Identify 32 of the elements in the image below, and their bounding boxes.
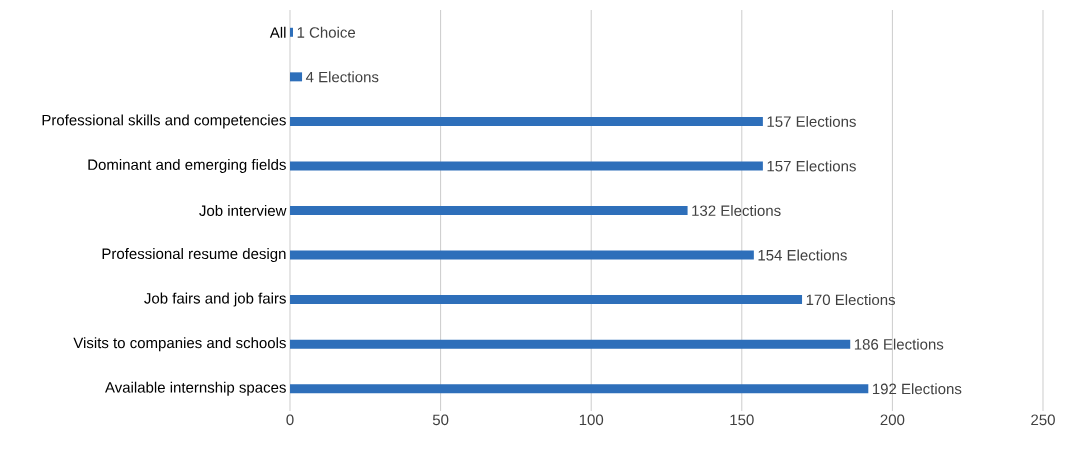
x-tick-label: 150 [730, 414, 754, 426]
bar [290, 206, 688, 215]
x-tick-label: 50 [432, 414, 449, 426]
y-tick-label: Visits to companies and schools [73, 337, 286, 352]
bar [290, 384, 869, 394]
y-tick-label: Job interview [199, 204, 287, 216]
data-label: 1 Choice [297, 26, 356, 38]
y-tick-label: Available internship spaces [105, 381, 286, 396]
bar [290, 161, 763, 171]
bar [290, 27, 294, 37]
data-label: 157 Elections [767, 115, 856, 127]
y-tick-label: Job fairs and job fairs [144, 292, 286, 307]
data-label: 157 Elections [767, 160, 856, 172]
bar [290, 250, 754, 260]
x-tick-label: 100 [579, 414, 604, 426]
y-tick-label: Professional resume design [102, 248, 286, 263]
bar [290, 339, 851, 349]
x-tick-label: 200 [880, 414, 905, 426]
data-label: 4 Elections [305, 71, 379, 83]
x-tick-label: 250 [1031, 414, 1055, 426]
data-label: 154 Elections [758, 249, 847, 261]
bar [290, 295, 803, 305]
y-tick-label: Professional skills and competencies [42, 114, 286, 129]
y-tick-label: All [269, 26, 286, 38]
bar [290, 72, 303, 82]
bar [290, 116, 763, 126]
data-label: 132 Elections [692, 204, 781, 216]
data-label: 186 Elections [854, 338, 944, 350]
y-tick-label: Dominant and emerging fields [88, 158, 286, 173]
x-tick-label: 0 [286, 414, 294, 426]
data-label: 192 Elections [872, 383, 962, 395]
data-label: 170 Elections [806, 294, 896, 306]
